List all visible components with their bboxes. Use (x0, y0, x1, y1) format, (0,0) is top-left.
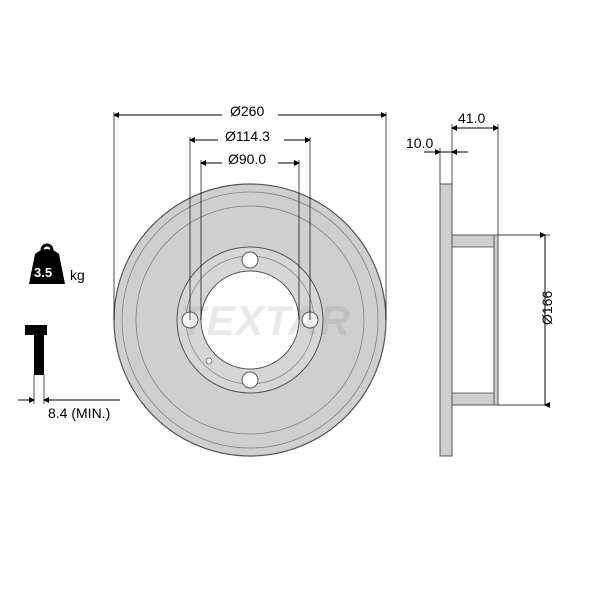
dim-hat-depth: 41.0 (452, 110, 498, 128)
dim-d-bore: Ø90.0 (201, 151, 299, 167)
dim-hat-depth-label: 41.0 (458, 110, 485, 126)
dim-thickness-label: 10.0 (406, 135, 433, 151)
svg-text:TEXTAR: TEXTAR (180, 297, 351, 344)
weight-value: 3.5 (34, 265, 52, 280)
min-thickness-label: 8.4 (MIN.) (48, 405, 110, 421)
dim-d-bore-label: Ø90.0 (228, 151, 266, 167)
dim-hub-diam: Ø166 (539, 235, 555, 405)
watermark: TEXTAR (180, 297, 351, 344)
weight-unit: kg (70, 267, 85, 283)
weight-icon: 3.5 (29, 245, 65, 284)
side-view (440, 184, 498, 456)
drawing-stage: TEXTAR Ø260 Ø114.3 Ø90.0 (0, 0, 600, 600)
dim-thickness: 10.0 (406, 135, 468, 152)
min-thickness-icon (18, 325, 120, 404)
dim-hub-diam-label: Ø166 (539, 291, 555, 325)
dim-d-bolt-label: Ø114.3 (225, 128, 270, 144)
dim-d-outer: Ø260 (114, 103, 386, 119)
dim-d-outer-label: Ø260 (230, 103, 264, 119)
front-view: TEXTAR (114, 184, 386, 456)
dim-d-bolt: Ø114.3 (190, 128, 310, 144)
technical-drawing-svg: TEXTAR Ø260 Ø114.3 Ø90.0 (0, 0, 600, 600)
